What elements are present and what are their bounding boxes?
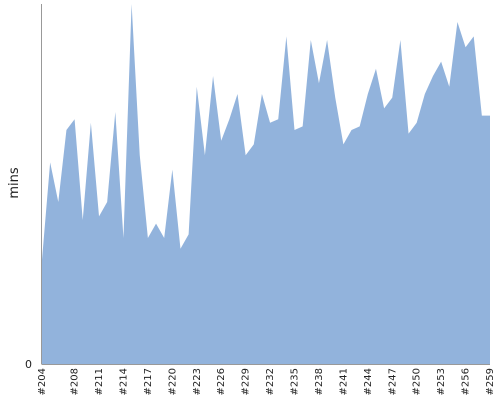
x-axis-ticks: #204 #208 #211 #214 #217 #220 #223 #226 #229 #232… (37, 368, 496, 395)
x-tick-label: #256 (461, 368, 472, 395)
x-tick-label: #214 (118, 368, 129, 395)
y-axis-label: mins (7, 167, 22, 199)
x-tick-label: #244 (363, 368, 374, 395)
y-tick-label: 0 (25, 358, 32, 371)
x-tick-label: #238 (314, 368, 325, 395)
x-tick-label: #259 (485, 368, 496, 395)
x-tick-label: #211 (94, 368, 105, 395)
y-axis-ticks: 0 (25, 358, 32, 371)
area-series (42, 4, 490, 364)
x-tick-label: #223 (192, 368, 203, 395)
axes (41, 4, 490, 365)
x-tick-label: #204 (37, 368, 48, 395)
x-tick-label: #235 (290, 368, 301, 395)
x-tick-label: #250 (412, 368, 423, 395)
plot-area (42, 4, 490, 364)
x-tick-label: #220 (167, 368, 178, 395)
x-tick-label: #226 (216, 368, 227, 395)
x-tick-label: #208 (70, 368, 81, 395)
x-tick-label: #241 (338, 368, 349, 395)
x-tick-label: #247 (387, 368, 398, 395)
x-tick-label: #253 (436, 368, 447, 395)
x-tick-label: #229 (241, 368, 252, 395)
x-tick-label: #232 (265, 368, 276, 395)
x-tick-label: #217 (143, 368, 154, 395)
